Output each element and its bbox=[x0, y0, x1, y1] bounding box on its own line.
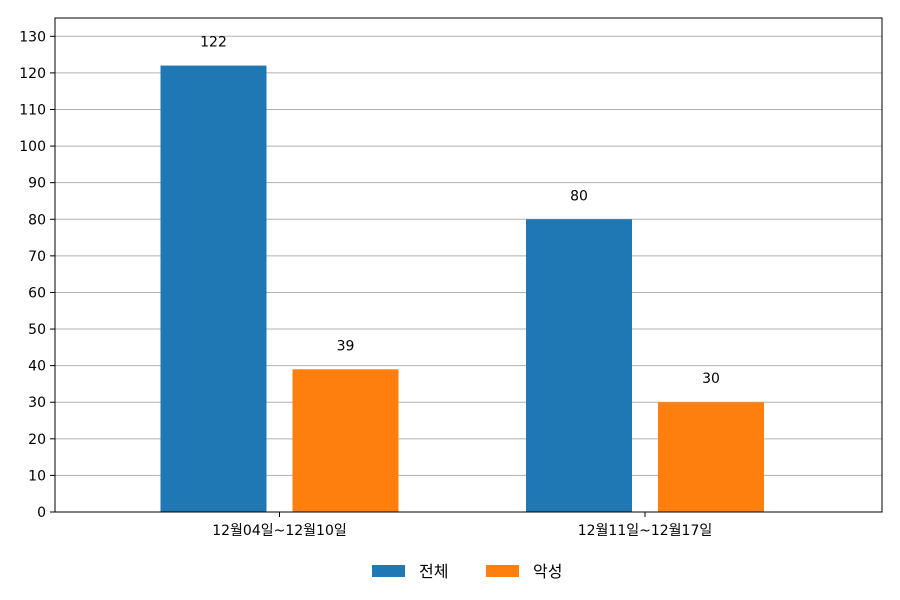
y-tick-label: 130 bbox=[19, 29, 46, 45]
y-axis: 0 10 20 30 40 50 60 70 80 90 100 110 120 130 bbox=[19, 29, 55, 521]
y-tick-label: 30 bbox=[28, 395, 46, 411]
bar-malicious bbox=[658, 402, 764, 512]
legend-label: 전체 bbox=[419, 562, 448, 581]
y-tick-label: 20 bbox=[28, 432, 46, 448]
y-tick-label: 110 bbox=[19, 102, 46, 118]
data-label: 30 bbox=[702, 371, 720, 387]
bars bbox=[160, 65, 764, 512]
x-tick-label: 12월11일~12월17일 bbox=[578, 523, 713, 539]
y-tick-label: 0 bbox=[37, 505, 46, 521]
y-tick-label: 100 bbox=[19, 139, 46, 155]
y-tick-label: 50 bbox=[28, 322, 46, 338]
x-axis: 12월04일~12월10일 12월11일~12월17일 bbox=[212, 512, 712, 539]
bar-total bbox=[160, 65, 267, 512]
legend: 전체 악성 bbox=[372, 562, 562, 581]
plot-frame bbox=[54, 17, 883, 513]
x-tick-label: 12월04일~12월10일 bbox=[212, 523, 347, 539]
data-label: 39 bbox=[337, 338, 355, 354]
y-tick-label: 90 bbox=[28, 176, 46, 192]
y-tick-label: 10 bbox=[28, 468, 46, 484]
legend-label: 악성 bbox=[533, 562, 562, 581]
data-label: 80 bbox=[570, 188, 588, 204]
y-tick-label: 120 bbox=[19, 66, 46, 82]
data-label: 122 bbox=[200, 35, 227, 51]
bar-total bbox=[526, 219, 632, 512]
bar-malicious bbox=[292, 369, 399, 512]
legend-swatch bbox=[372, 565, 405, 577]
y-tick-label: 60 bbox=[28, 285, 46, 301]
legend-swatch bbox=[486, 565, 519, 577]
y-tick-label: 80 bbox=[28, 212, 46, 228]
y-tick-label: 40 bbox=[28, 359, 46, 375]
y-tick-label: 70 bbox=[28, 249, 46, 265]
data-labels: 122 39 80 30 bbox=[200, 35, 720, 388]
